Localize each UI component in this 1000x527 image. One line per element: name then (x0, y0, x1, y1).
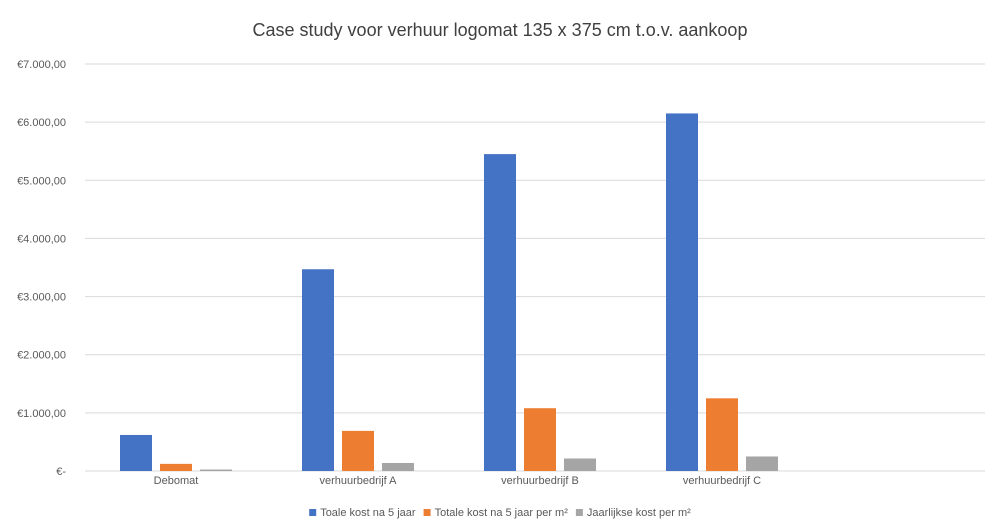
y-tick-label: €4.000,00 (17, 233, 66, 245)
bar-2-4 (706, 398, 738, 471)
y-tick-label: €6.000,00 (17, 117, 66, 129)
bar-3-1 (200, 469, 232, 471)
bar-1-1 (120, 434, 152, 471)
y-tick-label: €7.000,00 (17, 59, 66, 71)
bar-1-2 (302, 269, 334, 471)
y-tick-label: €3.000,00 (17, 292, 66, 304)
bar-1-3 (484, 154, 516, 471)
legend-item: Jaarlijkse kost per m² (575, 507, 691, 519)
bar-3-3 (564, 458, 596, 471)
x-category-label: verhuurbedrijf A (319, 475, 397, 487)
bar-2-1 (160, 463, 192, 471)
y-tick-label: €- (56, 466, 66, 478)
legend-swatch (309, 509, 317, 516)
bar-2-2 (342, 430, 374, 471)
bar-3-4 (746, 456, 778, 471)
legend: Toale kost na 5 jaar Totale kost na 5 jaa… (309, 507, 691, 519)
legend-swatch (423, 509, 431, 516)
y-tick-label: €5.000,00 (17, 175, 66, 187)
legend-item: Toale kost na 5 jaar (309, 507, 416, 519)
y-tick-label: €2.000,00 (17, 350, 66, 362)
x-category-label: verhuurbedrijf B (501, 475, 579, 487)
chart-title: Case study voor verhuur logomat 135 x 37… (253, 20, 748, 40)
bar-3-2 (382, 462, 414, 471)
y-axis-ticks: €- €1.000,00 €2.000,00 €3.000,00 €4.000,00 €5… (17, 59, 66, 478)
legend-label: Jaarlijkse kost per m² (587, 507, 691, 519)
legend-label: Totale kost na 5 jaar per m² (435, 507, 569, 519)
gridlines (85, 63, 985, 472)
legend-label: Toale kost na 5 jaar (320, 507, 416, 519)
bars (120, 113, 778, 472)
y-tick-label: €1.000,00 (17, 408, 66, 420)
x-axis-categories: Debomat verhuurbedrijf A verhuurbedrijf B v… (154, 475, 762, 487)
x-category-label: verhuurbedrijf C (683, 475, 761, 487)
x-category-label: Debomat (154, 475, 199, 487)
bar-2-3 (524, 408, 556, 471)
bar-1-4 (666, 113, 698, 472)
legend-item: Totale kost na 5 jaar per m² (423, 507, 569, 519)
legend-swatch (575, 509, 583, 516)
